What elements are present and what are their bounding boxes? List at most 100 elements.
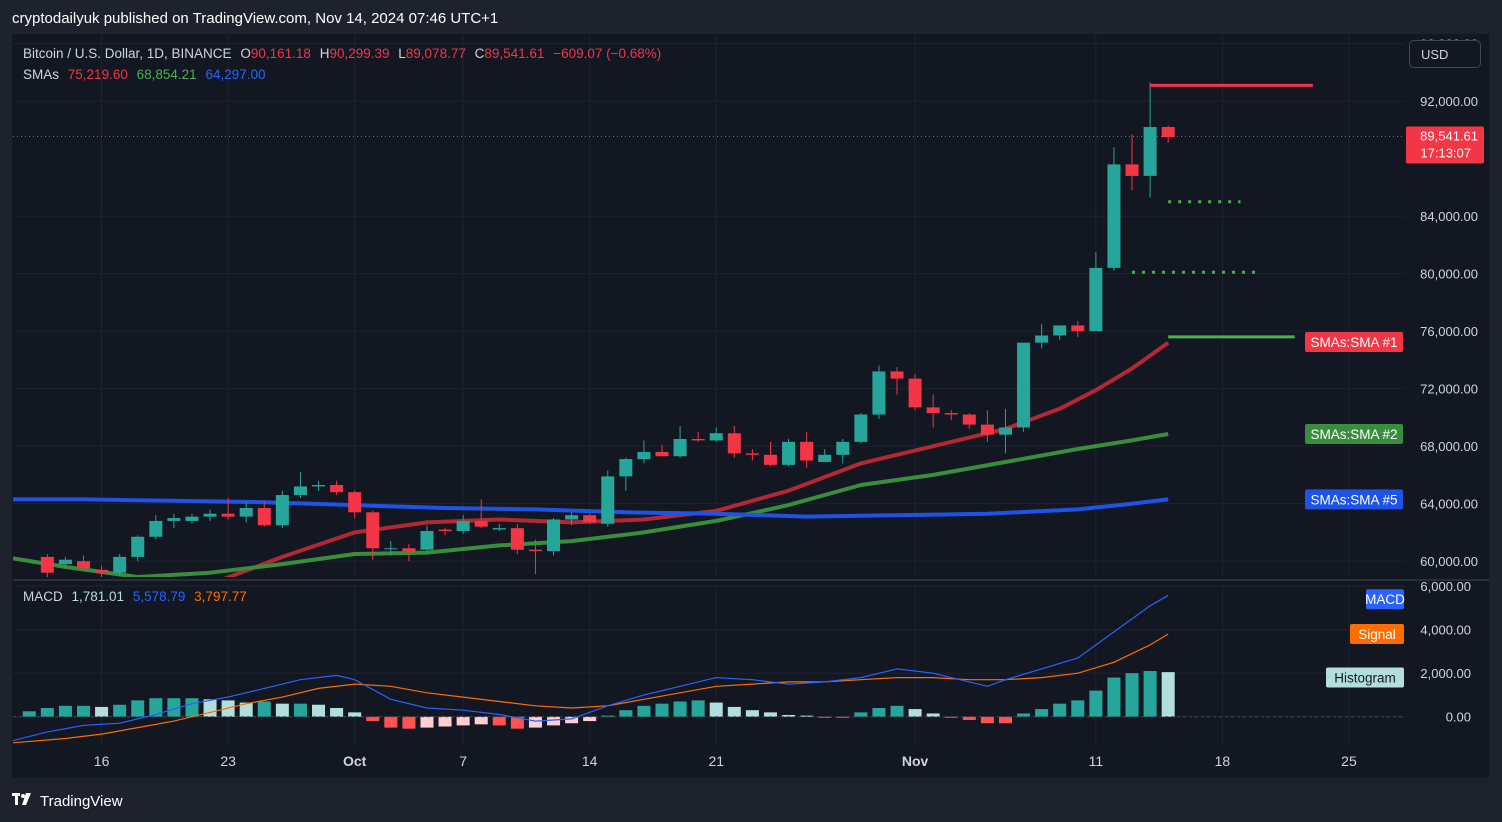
macd-histogram-bar (727, 706, 741, 717)
candle-body (673, 438, 687, 457)
macd-histogram-bar (583, 716, 597, 722)
macd-histogram-bar (908, 709, 922, 717)
candle-body (800, 441, 814, 461)
macd-histogram-bar (1125, 673, 1139, 717)
candle-body (1035, 335, 1049, 343)
candle-body (926, 407, 940, 414)
candle-body (1071, 325, 1085, 332)
legend-low-label: L (398, 46, 406, 61)
macd-histogram-bar (872, 708, 886, 717)
candle-body (348, 492, 362, 513)
candle-body (709, 433, 723, 441)
sma-axis-tag (1305, 423, 1403, 444)
candle-body (872, 371, 886, 415)
tradingview-brand[interactable]: TradingView (12, 792, 123, 810)
legend-close-value: 89,541.61 (484, 46, 545, 61)
macd-legend: MACD 1,781.01 5,578.79 3,797.77 (23, 589, 252, 604)
macd-histogram-bar (1071, 700, 1085, 717)
candle-body (854, 414, 868, 442)
sma-2-line (13, 432, 1169, 577)
macd-axis-label: 2,000.00 (1420, 666, 1471, 681)
candle-body (312, 484, 326, 487)
macd-histogram-bar (275, 703, 289, 717)
macd-histogram-bar (601, 715, 615, 717)
legend-change: −609.07 (−0.68%) (553, 46, 662, 61)
candle-body (1143, 127, 1157, 176)
candle-body (402, 548, 416, 552)
candle-body (1053, 325, 1067, 336)
candle-body (745, 453, 759, 455)
current-price-tag-value: 89,541.61 (1420, 128, 1478, 143)
macd-axis-tag (1326, 667, 1404, 688)
macd-histogram-bar (528, 716, 542, 728)
candle-body (76, 561, 91, 569)
macd-legend-label: MACD (23, 589, 63, 604)
candle-body (691, 438, 705, 441)
price-axis-label: 76,000.00 (1420, 324, 1478, 339)
macd-histogram-bar (167, 698, 181, 717)
candle-body (257, 507, 271, 526)
macd-histogram-bar (312, 704, 326, 717)
sma2-legend-value: 68,854.21 (136, 67, 197, 82)
candle-body (601, 476, 615, 524)
candle-body (438, 529, 452, 531)
macd-histogram-bar (40, 708, 54, 717)
sma5-legend-value: 64,297.00 (205, 67, 266, 82)
candle-body (40, 556, 54, 573)
time-axis-label: 7 (459, 753, 467, 769)
candle-body (727, 433, 741, 454)
macd-histogram-bar (836, 716, 850, 718)
candle-body (221, 513, 235, 517)
time-axis-label: 11 (1089, 753, 1104, 769)
candle-body (782, 441, 796, 465)
macd-histogram-bar (980, 716, 994, 724)
sma-1-line (223, 341, 1170, 577)
current-price-tag-countdown: 17:13:07 (1420, 145, 1471, 160)
signal-legend-value: 3,797.77 (194, 589, 247, 604)
macd-histogram-bar (782, 714, 796, 717)
macd-histogram-bar (1161, 672, 1175, 717)
macd-histogram-bar (456, 716, 470, 726)
candle-body (203, 513, 217, 517)
price-axis-label: 92,000.00 (1420, 94, 1478, 109)
macd-histogram-bar (944, 716, 958, 718)
currency-button[interactable]: USD (1409, 40, 1481, 68)
candle-body (980, 424, 994, 435)
macd-histogram-bar (348, 712, 362, 717)
legend-high-label: H (319, 46, 330, 61)
candle-body (384, 548, 398, 550)
macd-histogram-bar (1143, 671, 1157, 717)
macd-histogram-bar (1089, 690, 1103, 717)
macd-histogram-bar (330, 708, 344, 717)
legend-symbol: Bitcoin / U.S. Dollar, 1D, BINANCE (23, 46, 232, 61)
candle-body (1125, 164, 1139, 176)
sma-axis-tag (1305, 331, 1403, 352)
macd-histogram-bar (818, 716, 832, 718)
candle-body (474, 520, 488, 527)
time-axis-label: 18 (1215, 753, 1231, 769)
macd-histogram-bar (257, 701, 271, 717)
macd-histogram-bar (998, 716, 1012, 724)
price-legend: Bitcoin / U.S. Dollar, 1D, BINANCE O90,1… (23, 46, 666, 61)
tradingview-name: TradingView (40, 792, 123, 810)
macd-histogram-bar (384, 716, 398, 728)
candle-body (185, 516, 199, 521)
macd-histogram-bar (113, 704, 127, 717)
sma-axis-tag-label: SMAs:SMA #5 (1310, 492, 1397, 507)
price-axis-label: 60,000.00 (1420, 554, 1478, 569)
candle-body (239, 507, 253, 517)
candle-body (655, 451, 669, 457)
macd-histogram-bar (149, 698, 163, 717)
macd-axis-tag (1366, 589, 1404, 610)
macd-histogram-bar (926, 713, 940, 717)
macd-histogram-bar (239, 702, 253, 717)
legend-open-value: 90,161.18 (250, 46, 311, 61)
macd-axis-tag-label: Histogram (1334, 671, 1396, 686)
macd-histogram-bar (474, 716, 488, 725)
candle-body (908, 378, 922, 408)
candle-body (1017, 342, 1031, 428)
macd-histogram-bar (420, 716, 434, 728)
sma-legend-label: SMAs (23, 67, 60, 82)
chart-frame[interactable] (12, 34, 1489, 778)
